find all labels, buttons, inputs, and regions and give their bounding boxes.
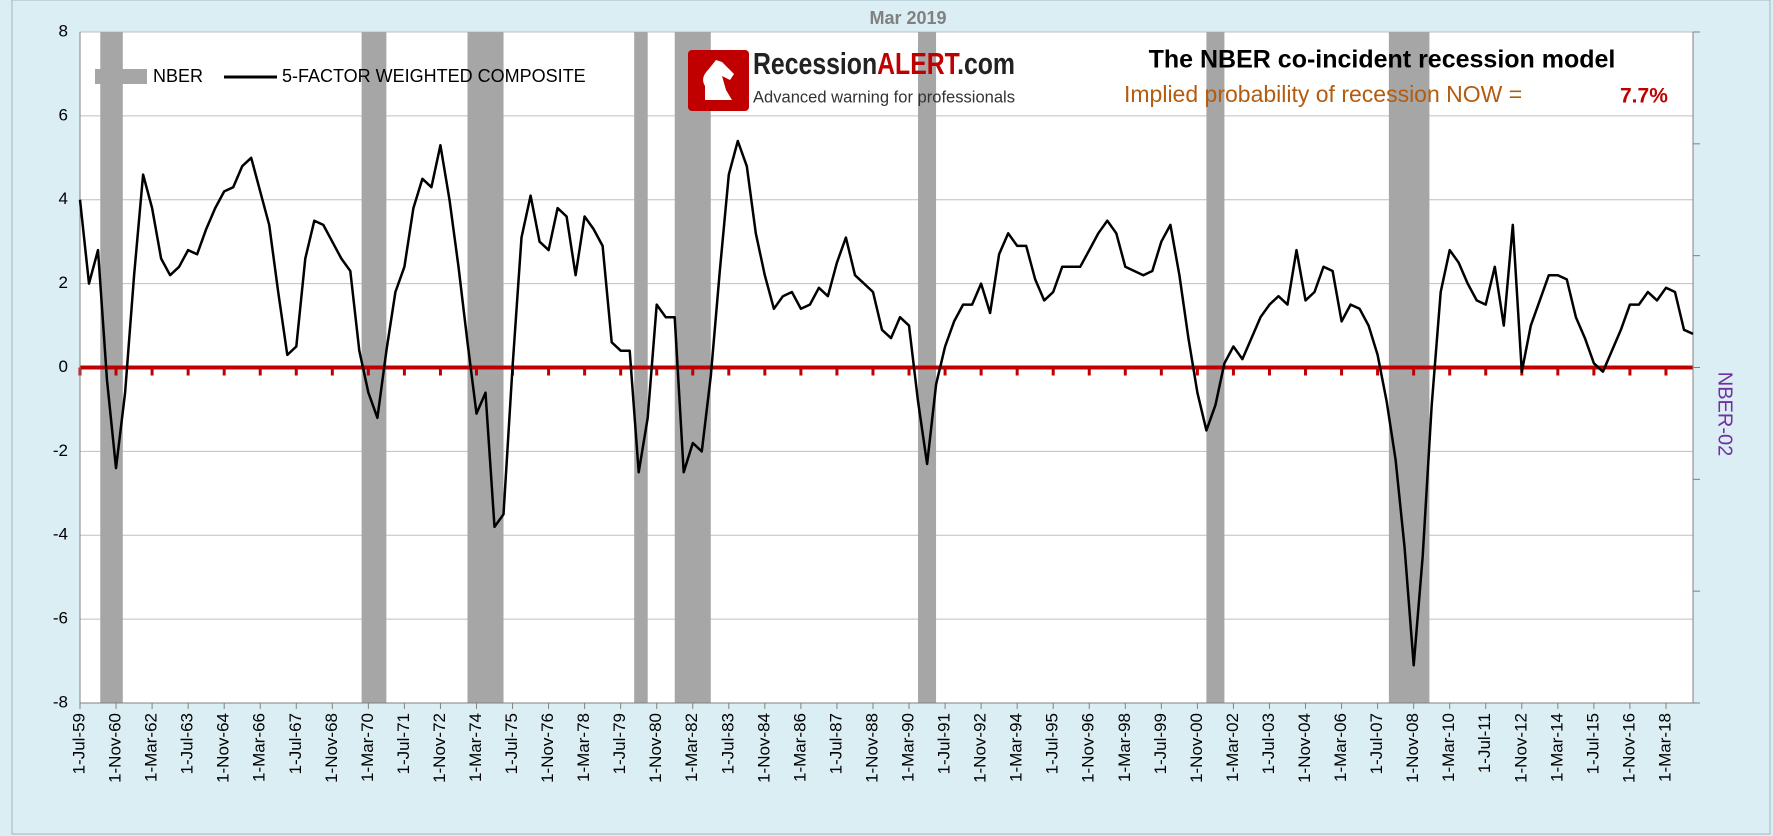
x-tick-label: 1-Nov-92 [971, 713, 990, 783]
x-tick-label: 1-Jul-95 [1043, 713, 1062, 774]
x-tick-label: 1-Mar-18 [1655, 713, 1674, 782]
x-tick-label: 1-Jul-87 [826, 713, 845, 774]
logo-name: Recession [753, 46, 877, 81]
x-tick-label: 1-Jul-91 [935, 713, 954, 774]
y-tick-label: 6 [59, 105, 68, 124]
x-tick-label: 1-Jul-59 [69, 713, 88, 774]
x-tick-label: 1-Nov-80 [646, 713, 665, 783]
x-tick-label: 1-Nov-60 [106, 713, 125, 783]
y-tick-label: 0 [59, 357, 68, 376]
probability-label: Implied probability of recession NOW = [1124, 81, 1522, 107]
x-tick-label: 1-Jul-67 [286, 713, 305, 774]
x-tick-label: 1-Jul-71 [394, 713, 413, 774]
x-tick-label: 1-Jul-75 [502, 713, 521, 774]
x-tick-label: 1-Jul-63 [178, 713, 197, 774]
x-tick-label: 1-Mar-94 [1007, 713, 1026, 782]
x-tick-label: 1-Mar-86 [790, 713, 809, 782]
x-tick-label: 1-Mar-74 [466, 713, 485, 782]
y-tick-label: -4 [53, 525, 68, 544]
x-tick-label: 1-Jul-15 [1583, 713, 1602, 774]
x-tick-label: 1-Jul-83 [718, 713, 737, 774]
plot-layer: -8 -6 -4 -2 0 2 4 6 8 1-Jul-59 1-Nov-60 1-Mar-62 1-J… [53, 21, 1700, 783]
x-tick-label: 1-Mar-98 [1115, 713, 1134, 782]
x-tick-label: 1-Mar-62 [142, 713, 161, 782]
x-tick-label: 1-Mar-02 [1223, 713, 1242, 782]
data-line [78, 139, 1694, 667]
x-tick-label: 1-Jul-03 [1259, 713, 1278, 774]
legend-swatch [95, 69, 147, 84]
legend-label: 5-FACTOR WEIGHTED COMPOSITE [282, 66, 586, 86]
logo: RecessionALERT.com Advanced warning for … [688, 46, 1015, 111]
x-tick-label: 1-Mar-66 [250, 713, 269, 782]
x-tick-label: 1-Nov-00 [1187, 713, 1206, 783]
x-tick-label: 1-Nov-68 [322, 713, 341, 783]
x-tick-label: 1-Nov-84 [754, 713, 773, 783]
x-tick-label: 1-Nov-76 [538, 713, 557, 783]
probability-value: 7.7% [1620, 85, 1668, 108]
x-tick-label: 1-Mar-06 [1331, 713, 1350, 782]
x-tick-label: 1-Mar-78 [574, 713, 593, 782]
heading: The NBER co-incident recession model [1149, 46, 1616, 74]
x-tick-label: 1-Nov-16 [1619, 713, 1638, 783]
x-tick-label: 1-Nov-88 [862, 713, 881, 783]
x-tick-label: 1-Mar-82 [682, 713, 701, 782]
x-tick-label: 1-Jul-99 [1151, 713, 1170, 774]
x-tick-label: 1-Jul-79 [610, 713, 629, 774]
y2-axis-title: NBER-02 [1714, 372, 1736, 456]
logo-tagline: Advanced warning for professionals [753, 87, 1015, 106]
logo-suffix: .com [957, 46, 1015, 81]
x-tick-label: 1-Nov-08 [1403, 713, 1422, 783]
y-tick-label: -2 [53, 441, 68, 460]
x-tick-label: 1-Nov-64 [214, 713, 233, 783]
x-tick-label: 1-Nov-04 [1295, 713, 1314, 783]
y-tick-label: 4 [59, 189, 68, 208]
x-tick-label: 1-Mar-14 [1547, 713, 1566, 782]
x-tick-label: 1-Jul-07 [1367, 713, 1386, 774]
logo-highlight: ALERT [877, 46, 960, 81]
x-tick-label: 1-Mar-70 [358, 713, 377, 782]
y-tick-label: -8 [53, 692, 68, 711]
logo-horse [703, 60, 734, 100]
x-tick-label: 1-Mar-10 [1439, 713, 1458, 782]
x-tick-label: 1-Jul-11 [1475, 713, 1494, 773]
y-tick-label: -6 [53, 609, 68, 628]
x-tick-label: 1-Nov-96 [1079, 713, 1098, 783]
legend-label: NBER [153, 66, 203, 86]
x-tick-label: 1-Nov-12 [1511, 713, 1530, 783]
logo-text: RecessionALERT.com [753, 46, 1015, 81]
y-tick-label: 8 [59, 21, 68, 40]
chart-title: Mar 2019 [869, 8, 946, 28]
y-tick-label: 2 [59, 273, 68, 292]
x-tick-label: 1-Nov-72 [430, 713, 449, 783]
x-tick-label: 1-Mar-90 [899, 713, 918, 782]
